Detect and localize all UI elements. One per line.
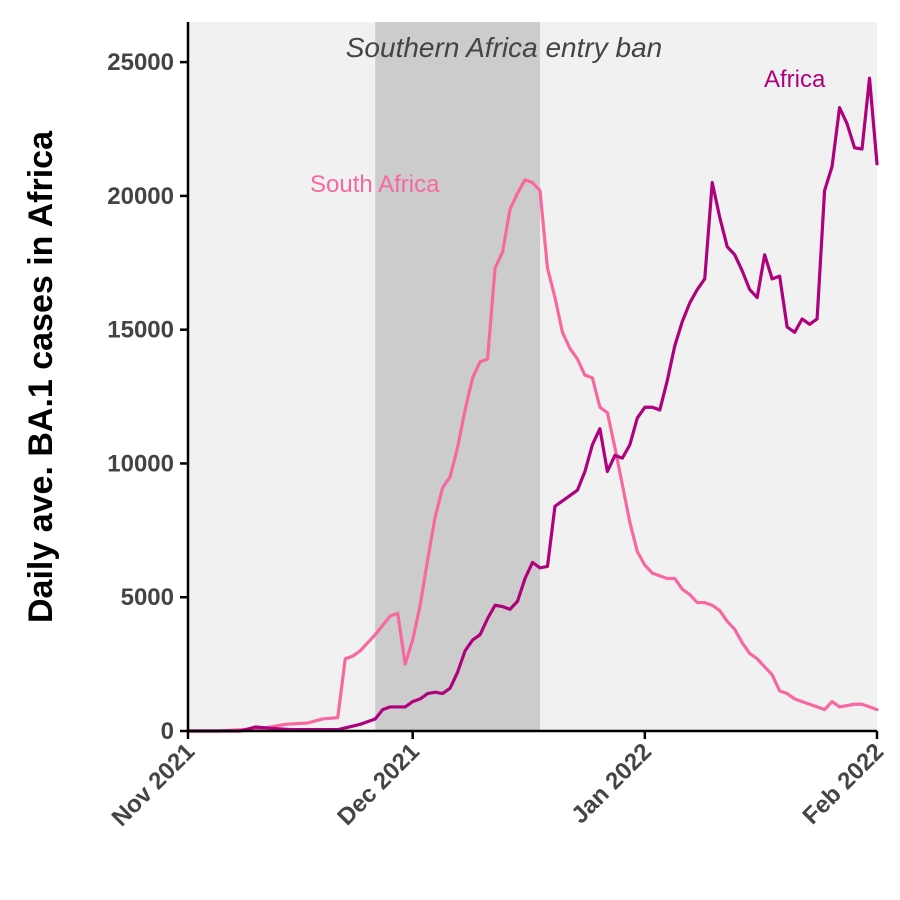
x-tick-label: Nov 2021 xyxy=(107,738,201,832)
shaded-region-label: Southern Africa entry ban xyxy=(346,32,662,63)
y-tick-label: 5000 xyxy=(121,584,174,611)
entry-ban-shaded-region xyxy=(375,22,540,731)
x-tick-label: Dec 2021 xyxy=(332,738,425,831)
y-tick-label: 25000 xyxy=(107,49,174,76)
series-line-africa xyxy=(186,76,879,733)
y-tick-label: 0 xyxy=(161,718,174,745)
y-tick-label: 20000 xyxy=(107,183,174,210)
x-tick-label: Jan 2022 xyxy=(566,738,657,829)
y-axis-title: Daily ave. BA.1 cases in Africa xyxy=(22,130,60,623)
x-ticks: Nov 2021 Dec 2021 Jan 2022 Feb 2022 xyxy=(107,731,890,832)
y-tick-label: 15000 xyxy=(107,317,174,344)
series-label-south-africa: South Africa xyxy=(310,171,440,198)
y-tick-label: 10000 xyxy=(107,450,174,477)
series-layer xyxy=(186,76,879,733)
series-line-south-africa xyxy=(186,178,879,733)
y-ticks: 0 5000 10000 15000 20000 25000 xyxy=(107,49,188,745)
x-tick-label: Feb 2022 xyxy=(798,738,890,830)
series-label-africa: Africa xyxy=(764,66,826,93)
